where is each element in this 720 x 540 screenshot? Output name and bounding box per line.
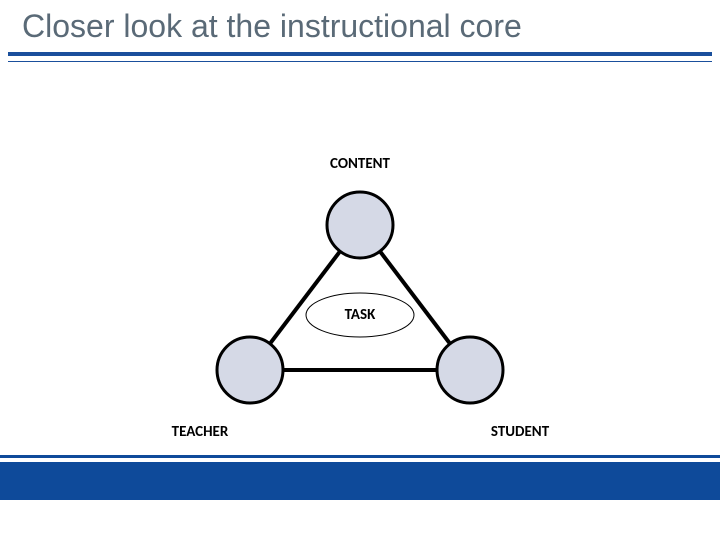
instructional-core-diagram: CONTENT TASK TEACHER STUDENT: [180, 155, 540, 465]
label-task: TASK: [330, 306, 390, 324]
brand-logo: Panasonic ideas for life: [519, 435, 702, 456]
page-title: Closer look at the instructional core: [22, 8, 522, 45]
brand-name: Panasonic: [519, 435, 614, 456]
slide: Closer look at the instructional core CO…: [0, 0, 720, 540]
label-teacher: TEACHER: [140, 423, 260, 441]
label-content: CONTENT: [320, 155, 400, 173]
brand-tagline: ideas for life: [621, 438, 702, 456]
footer-band: Panasonic ideas for life: [0, 462, 720, 500]
title-underline: [8, 52, 712, 62]
